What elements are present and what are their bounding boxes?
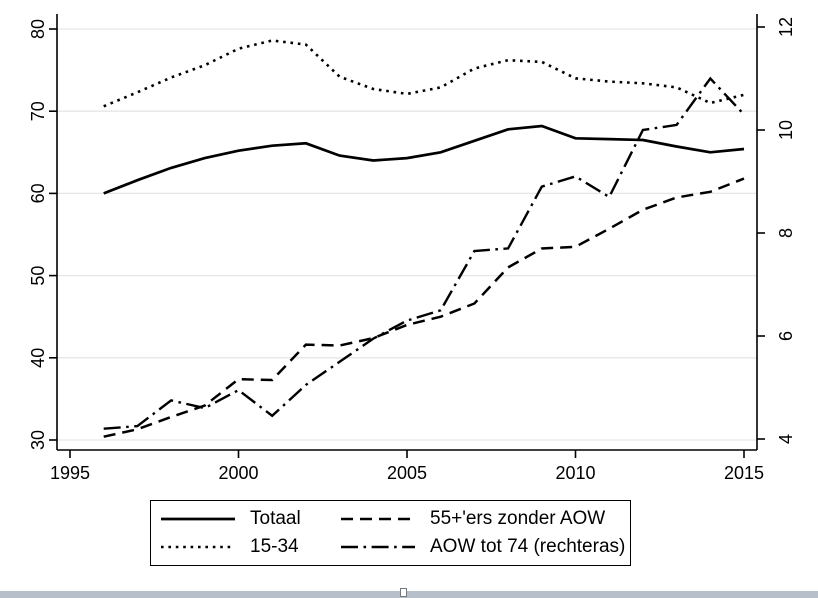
- legend-item: AOW tot 74 (rechteras): [339, 536, 625, 558]
- legend-line-sample-icon: [161, 545, 235, 549]
- svg-text:8: 8: [776, 228, 796, 238]
- series-aow-tot-74-rechteras: [103, 76, 745, 430]
- legend-item: 15-34: [159, 536, 299, 558]
- legend-label: Totaal: [250, 508, 301, 529]
- line-chart: 30 40 50 60 70 80 4 6 8 10 12 1995 2000 2005 2010 2015: [28, 14, 796, 483]
- splitter-handle-icon[interactable]: [400, 588, 407, 597]
- svg-text:2015: 2015: [724, 463, 764, 483]
- legend-line-sample-icon: [341, 517, 415, 521]
- svg-text:60: 60: [28, 183, 48, 203]
- svg-text:1995: 1995: [50, 463, 90, 483]
- chart-legend: Totaal 55+'ers zonder AOW 15-34 AOW tot 74 …: [150, 500, 631, 566]
- legend-label: AOW tot 74 (rechteras): [430, 536, 626, 557]
- gridlines: [57, 28, 757, 441]
- svg-text:2005: 2005: [387, 463, 427, 483]
- svg-text:50: 50: [28, 266, 48, 286]
- svg-text:70: 70: [28, 101, 48, 121]
- window-splitter-bar[interactable]: [0, 588, 818, 598]
- svg-text:10: 10: [776, 120, 796, 140]
- svg-text:2000: 2000: [218, 463, 258, 483]
- legend-label: 55+'ers zonder AOW: [430, 508, 606, 529]
- x-axis: 1995 2000 2005 2010 2015: [50, 450, 764, 483]
- series-55-ers-zonder-aow: [103, 177, 745, 438]
- series-15-34: [103, 39, 745, 108]
- svg-text:30: 30: [28, 430, 48, 450]
- legend-line-sample-icon: [161, 517, 235, 521]
- svg-text:12: 12: [776, 17, 796, 37]
- svg-text:2010: 2010: [555, 463, 595, 483]
- axes: [56, 14, 758, 451]
- svg-text:4: 4: [776, 434, 796, 444]
- series-totaal: [103, 124, 745, 195]
- y-axis-right: 4 6 8 10 12: [757, 17, 796, 444]
- legend-item: 55+'ers zonder AOW: [339, 508, 605, 530]
- legend-line-sample-icon: [341, 545, 415, 549]
- svg-text:6: 6: [776, 331, 796, 341]
- legend-item: Totaal: [159, 508, 301, 530]
- svg-text:80: 80: [28, 19, 48, 39]
- svg-text:40: 40: [28, 348, 48, 368]
- y-axis-left: 30 40 50 60 70 80: [28, 19, 57, 450]
- legend-label: 15-34: [250, 536, 299, 557]
